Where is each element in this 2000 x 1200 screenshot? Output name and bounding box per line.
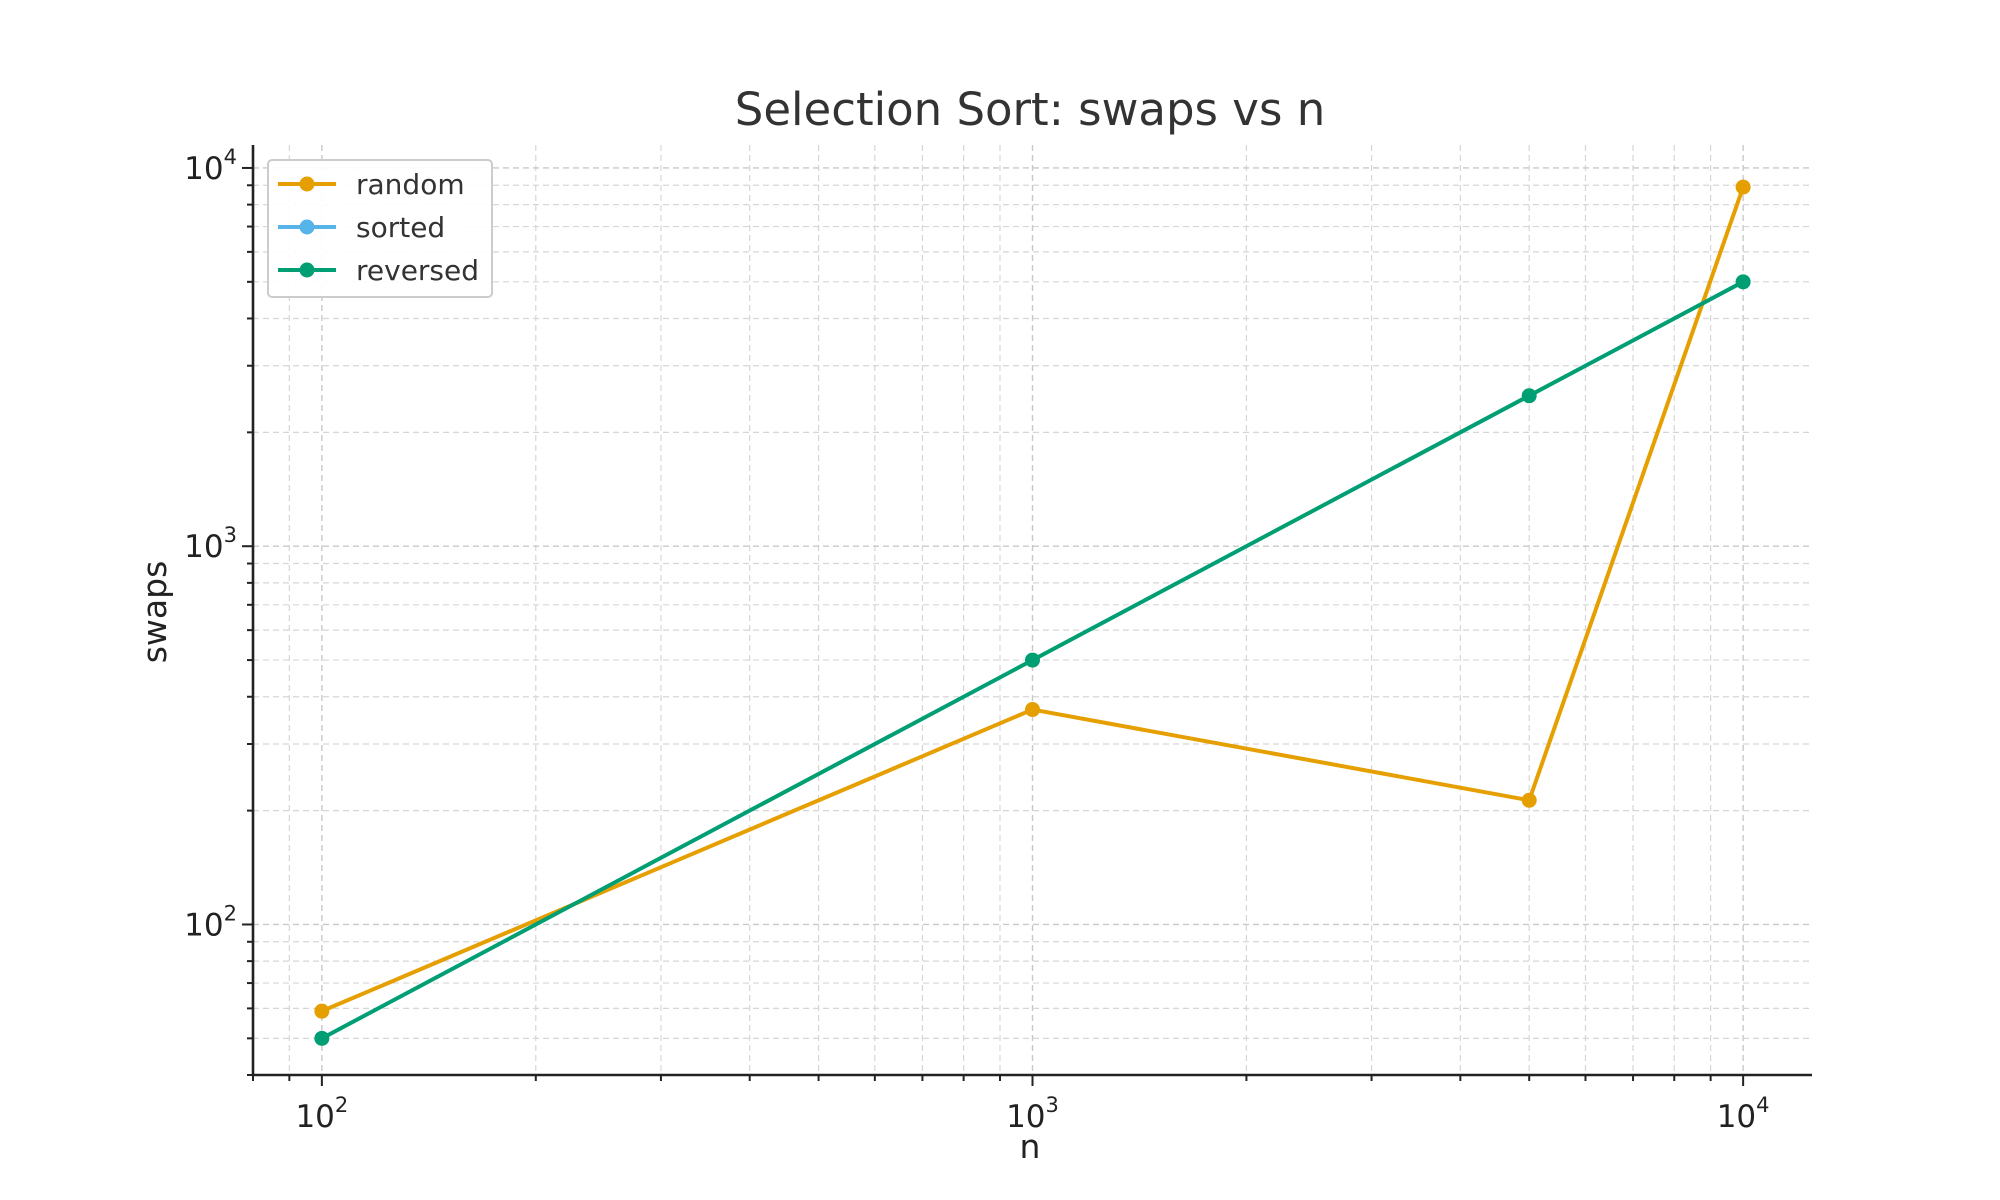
legend: random sorted reversed xyxy=(267,159,493,298)
legend-label-reversed: reversed xyxy=(356,254,479,287)
legend-label-random: random xyxy=(356,168,465,201)
data-point-random xyxy=(1025,702,1040,718)
grid xyxy=(252,145,1812,1076)
axis-spines xyxy=(251,145,1812,1077)
data-point-reversed xyxy=(1735,274,1751,290)
y-tick-label: 104 xyxy=(184,145,237,187)
x-tick-label: 104 xyxy=(1717,1093,1770,1135)
y-tick-label: 102 xyxy=(184,901,237,943)
series-line-random xyxy=(321,186,1746,1013)
chart-title: Selection Sort: swaps vs n xyxy=(735,83,1325,136)
tick-labels: 102 103 104 102 103 104 xyxy=(184,145,1769,1135)
x-tick-label: 103 xyxy=(1006,1093,1059,1135)
legend-marker-random xyxy=(299,176,315,192)
data-point-random xyxy=(1735,179,1751,195)
data-point-reversed xyxy=(1025,652,1040,668)
y-tick-label: 103 xyxy=(184,523,237,565)
data-point-reversed xyxy=(314,1030,330,1046)
legend-marker-sorted xyxy=(299,219,315,235)
axes xyxy=(242,145,1812,1086)
data-point-random xyxy=(1521,792,1537,808)
series-lines xyxy=(314,179,1751,1046)
x-tick-label: 102 xyxy=(295,1093,348,1135)
data-point-reversed xyxy=(1521,388,1537,404)
x-axis-label: n xyxy=(1020,1127,1041,1166)
legend-label-sorted: sorted xyxy=(356,211,445,244)
y-axis-label: swaps xyxy=(135,561,174,664)
legend-box xyxy=(267,159,493,298)
data-point-random xyxy=(314,1003,330,1019)
series-line-reversed xyxy=(320,280,1745,1041)
legend-marker-reversed xyxy=(299,262,315,278)
